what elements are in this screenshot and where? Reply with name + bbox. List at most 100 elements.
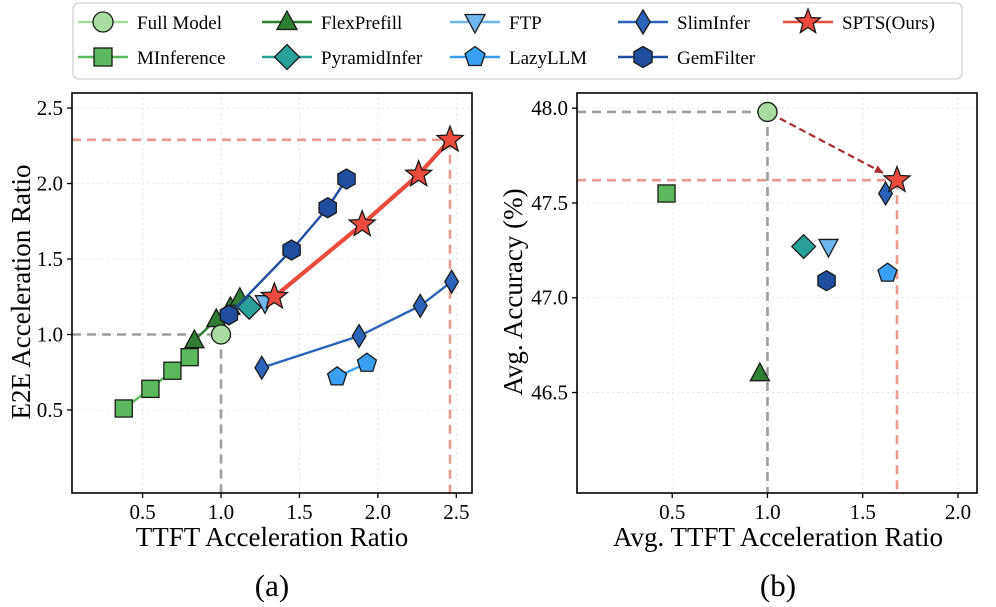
panel-b-caption: (b) — [760, 568, 796, 603]
point-spts — [347, 208, 377, 237]
series-full — [757, 101, 778, 123]
tick-label-y: 46.5 — [531, 381, 568, 405]
series-full — [210, 324, 232, 345]
series-spts — [259, 124, 465, 310]
point-gem — [219, 304, 239, 326]
series-minf — [114, 347, 199, 418]
tick-label-x: 0.5 — [659, 500, 685, 524]
series-minf — [657, 184, 676, 203]
legend-label-full: Full Model — [137, 13, 222, 34]
legend-item-ftp: FTP — [450, 13, 542, 35]
legend-item-minf: MInference — [78, 47, 226, 69]
point-slim — [444, 269, 460, 295]
legend-label-spts: SPTS(Ours) — [842, 13, 935, 34]
point-spts — [259, 281, 290, 310]
tick-label-x: 1.0 — [208, 500, 234, 524]
panel-b-ylabel: Avg. Accuracy (%) — [498, 188, 528, 395]
tick-label-x: 2.0 — [365, 500, 391, 524]
tick-label-y: 47.5 — [531, 191, 568, 215]
tick-label-x: 2.5 — [443, 500, 469, 524]
legend-item-full: Full Model — [78, 11, 222, 34]
legend-label-lazy: LazyLLM — [509, 48, 587, 69]
series-ftp — [817, 238, 840, 259]
improvement-arrow — [779, 117, 884, 174]
legend-label-minf: MInference — [137, 48, 226, 69]
series-line-slim — [261, 280, 453, 369]
panel-a-caption: (a) — [255, 568, 289, 603]
point-full — [210, 324, 232, 345]
point-full — [757, 101, 778, 123]
tick-label-y: 47.0 — [531, 286, 568, 310]
legend-marker-spts — [793, 7, 823, 35]
panel-b-xlabel: Avg. TTFT Acceleration Ratio — [613, 522, 943, 552]
tick-label-y: 1.5 — [37, 247, 63, 271]
point-slim — [254, 355, 270, 381]
point-gem — [817, 269, 836, 292]
legend-label-ftp: FTP — [509, 13, 542, 34]
series-lazy — [877, 262, 898, 282]
tick-label-y: 48.0 — [531, 96, 568, 120]
legend-label-pyr: PyramidInfer — [321, 48, 423, 69]
point-minf — [163, 361, 182, 380]
point-spts — [435, 124, 465, 153]
legend-item-flex: FlexPrefill — [262, 9, 402, 34]
legend-item-slim: SlimInfer — [618, 8, 750, 36]
legend-item-spts: SPTS(Ours) — [783, 7, 935, 35]
point-slim — [412, 293, 428, 319]
panel-a-frame — [71, 92, 473, 494]
point-lazy — [326, 365, 348, 386]
point-pyr — [790, 233, 817, 260]
point-gem — [318, 196, 337, 219]
tick-label-y: 2.5 — [37, 96, 63, 120]
series-line-gem — [227, 178, 348, 316]
legend-marker-minf — [93, 47, 113, 67]
series-lazy — [326, 352, 378, 386]
series-flex — [749, 361, 771, 382]
tick-label-x: 1.5 — [850, 500, 876, 524]
legend-item-lazy: LazyLLM — [450, 45, 587, 69]
legend-item-gem: GemFilter — [618, 45, 756, 69]
legend-label-gem: GemFilter — [677, 48, 756, 69]
panel-a-xlabel: TTFT Acceleration Ratio — [136, 522, 408, 552]
series-line-spts — [273, 138, 452, 299]
tick-label-x: 1.5 — [286, 500, 312, 524]
point-minf — [180, 347, 199, 367]
tick-label-y: 0.5 — [37, 398, 63, 422]
tick-label-x: 2.0 — [945, 500, 971, 524]
point-gem — [337, 168, 356, 190]
tick-label-x: 0.5 — [129, 500, 155, 524]
legend-marker-pyr — [273, 43, 301, 71]
series-gem — [817, 269, 836, 292]
point-minf — [657, 184, 676, 203]
point-minf — [141, 379, 160, 399]
legend-marker-ftp — [463, 13, 487, 35]
panel-b-frame — [576, 92, 978, 494]
point-flex — [749, 361, 771, 382]
point-lazy — [356, 352, 378, 372]
panel-a: 0.5 1.0 1.5 2.0 2.5 0.5 1.0 1.5 2.0 2.5 TTFT Acce… — [6, 92, 473, 603]
legend-marker-lazy — [464, 45, 486, 67]
point-minf — [114, 399, 133, 418]
legend-item-pyr: PyramidInfer — [262, 43, 423, 71]
tick-label-y: 2.0 — [37, 172, 63, 196]
tick-label-x: 1.0 — [754, 500, 780, 524]
legend-marker-slim — [635, 8, 651, 36]
point-spts — [882, 164, 912, 193]
series-gem — [219, 168, 356, 326]
point-slim — [351, 323, 367, 349]
legend: Full Model FlexPrefill FTP SlimInfer SPTS(Ou… — [72, 2, 963, 80]
series-slim — [254, 269, 460, 381]
point-lazy — [877, 262, 898, 282]
legend-marker-gem — [633, 45, 653, 69]
panel-a-ylabel: E2E Acceleration Ratio — [6, 165, 36, 420]
series-pyr — [790, 233, 817, 260]
panel-b: 0.5 1.0 1.5 2.0 46.5 47.0 47.5 48.0 Avg. TTFT A… — [498, 92, 978, 603]
point-ftp — [817, 238, 840, 259]
legend-marker-flex — [275, 9, 299, 31]
point-flex — [183, 328, 205, 349]
legend-marker-full — [92, 11, 114, 33]
tick-label-y: 1.0 — [37, 323, 63, 347]
point-spts — [403, 159, 434, 188]
point-gem — [282, 239, 301, 261]
